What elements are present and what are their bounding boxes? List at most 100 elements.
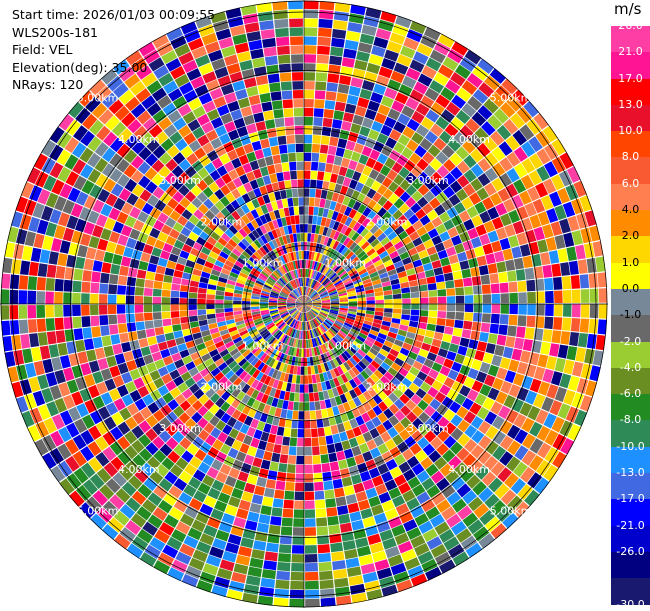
gate-cell [296,465,304,474]
gate-cell [156,334,166,343]
gate-cell [322,472,332,481]
gate-cell [274,163,282,172]
gate-cell [58,343,68,356]
gate-cell [335,587,350,597]
gate-cell [270,462,279,472]
gate-cell [571,318,580,332]
gate-cell [348,503,360,513]
gate-cell [304,19,318,28]
gate-cell [304,99,314,108]
gate-cell [318,28,332,37]
gate-cell [444,273,454,282]
gate-cell [580,274,589,288]
gate-cell [265,156,274,166]
gate-cell [84,259,94,271]
gate-cell [248,567,262,578]
gate-cell [343,540,356,550]
gate-cell [145,321,154,330]
gate-cell [171,291,180,298]
gate-cell [328,525,340,535]
gate-cell [336,147,345,157]
gate-cell [266,479,276,489]
gate-cell [345,103,356,113]
gate-cell [215,304,223,308]
gate-cell [256,75,268,85]
gate-cell [571,275,580,289]
gate-cell [292,411,298,420]
gate-cell [276,481,286,490]
gate-cell [332,560,346,570]
gate-cell [429,304,438,311]
gate-cell [297,162,304,171]
gate-cell [249,558,263,569]
gate-cell [313,455,321,464]
gate-cell [274,19,288,28]
gate-cell [357,307,366,310]
gate-cell [259,20,274,30]
gate-cell [551,330,561,343]
gate-cell [93,260,103,272]
gate-cell [563,304,572,317]
gate-cell [22,246,33,261]
gate-cell [172,324,181,332]
gate-cell [314,482,324,491]
gate-cell [294,206,299,215]
gate-cell [318,37,331,46]
gate-cell [342,477,353,487]
gate-cell [27,291,36,304]
gate-cell [305,590,319,599]
gate-cell [315,189,321,198]
gate-cell [481,323,490,333]
gate-cell [525,268,535,280]
gate-cell [248,40,262,51]
gate-cell [162,305,171,312]
gate-cell [334,578,349,588]
gate-cell [119,333,129,343]
gate-cell [288,401,294,410]
gate-cell [278,55,291,64]
gate-cell [38,263,48,277]
gate-cell [544,278,553,291]
gate-cell [126,305,135,314]
gate-cell [127,277,136,286]
gate-cell [304,349,307,357]
gate-cell [277,427,285,436]
gate-cell [525,327,535,339]
gate-cell [315,500,325,509]
gate-cell [313,117,322,126]
gate-cell [126,286,135,295]
gate-cell [233,297,242,301]
gate-cell [190,280,199,287]
gate-cell [171,298,180,305]
range-label: 2.00km [366,381,408,394]
gate-cell [312,135,321,144]
gate-cell [263,560,277,570]
gate-cell [384,299,392,303]
gate-cell [482,284,491,294]
gate-cell [10,290,19,304]
gate-cell [540,252,550,265]
gate-cell [249,503,261,513]
gate-cell [346,558,360,569]
colorbar-tick-label: 1.0 [611,256,650,269]
gate-cell [216,291,225,296]
gate-cell [90,294,99,304]
gate-cell [311,420,318,429]
gate-cell [498,272,508,283]
gate-cell [335,102,346,112]
gate-cell [104,346,114,357]
gate-cell [420,304,429,310]
gate-cell [31,347,42,362]
colorbar-tick-label: -6.0 [611,387,650,400]
gate-cell [271,91,282,101]
gate-cell [312,446,320,455]
gate-cell [269,82,281,92]
gate-cell [437,318,446,326]
colorbar-tick-label: -1.0 [611,308,650,321]
gate-cell [289,207,295,216]
gate-cell [188,304,197,310]
gate-cell [349,86,361,97]
gate-cell [295,474,304,483]
gate-cell [545,291,554,303]
gate-cell [189,286,198,292]
